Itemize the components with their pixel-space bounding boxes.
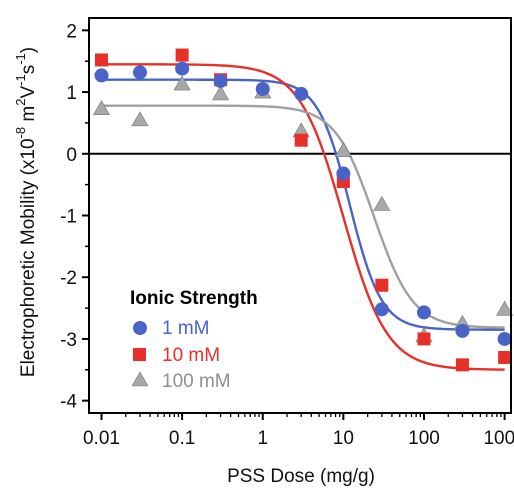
data-point-100mm bbox=[173, 75, 191, 91]
data-point-10mm bbox=[94, 53, 108, 67]
x-tick-label: 0.1 bbox=[169, 428, 195, 449]
legend: Ionic Strength 1 mM 10 mM 100 mM bbox=[130, 288, 258, 392]
data-point-100mm bbox=[131, 111, 149, 127]
y-tick-label: 1 bbox=[66, 83, 77, 104]
data-point-1mm bbox=[175, 61, 190, 76]
legend-label-1mm: 1 mM bbox=[162, 318, 210, 339]
ticks-layer: -4 -3 -2 -1 0 1 2 0.01 0.1 1 10 100 1000 bbox=[60, 21, 514, 449]
legend-marker-100mm bbox=[131, 371, 149, 387]
y-tick-label: -4 bbox=[60, 392, 77, 413]
data-point-100mm bbox=[212, 85, 230, 101]
data-point-1mm bbox=[374, 302, 389, 317]
x-tick-label: 10 bbox=[333, 428, 354, 449]
x-axis-title: PSS Dose (mg/g) bbox=[227, 466, 375, 487]
legend-title: Ionic Strength bbox=[130, 288, 258, 309]
data-point-1mm bbox=[213, 73, 228, 88]
data-point-1mm bbox=[294, 86, 309, 101]
data-point-10mm bbox=[417, 332, 431, 346]
data-point-1mm bbox=[94, 68, 109, 83]
data-point-10mm bbox=[498, 350, 512, 364]
y-tick-label: -3 bbox=[60, 330, 77, 351]
data-point-1mm bbox=[416, 305, 431, 320]
y-tick-label: -1 bbox=[60, 207, 77, 228]
fit-curve-10mm bbox=[101, 63, 505, 371]
x-tick-label: 0.01 bbox=[83, 428, 120, 449]
data-point-1mm bbox=[497, 331, 512, 346]
data-point-10mm bbox=[175, 48, 189, 62]
data-point-1mm bbox=[132, 65, 147, 80]
data-point-1mm bbox=[255, 81, 270, 96]
fit-curve-100mm bbox=[101, 104, 505, 329]
x-tick-label: 100 bbox=[408, 428, 440, 449]
y-tick-label: 2 bbox=[66, 21, 77, 42]
x-tick-label: 1000 bbox=[483, 428, 514, 449]
data-point-100mm bbox=[92, 100, 111, 116]
data-point-100mm bbox=[373, 195, 391, 211]
legend-marker-1mm bbox=[133, 321, 147, 335]
data-points-layer bbox=[92, 48, 514, 372]
x-tick-label: 1 bbox=[257, 428, 268, 449]
plot-frame bbox=[88, 17, 512, 414]
axes-layer bbox=[88, 17, 512, 414]
legend-marker-10mm bbox=[133, 348, 146, 361]
data-point-1mm bbox=[455, 323, 470, 338]
data-point-100mm bbox=[334, 142, 352, 157]
data-point-1mm bbox=[336, 166, 351, 181]
y-tick-label: 0 bbox=[66, 145, 77, 166]
legend-label-100mm: 100 mM bbox=[162, 371, 231, 392]
y-tick-label: -2 bbox=[60, 268, 77, 289]
y-axis-title: Electrophoretic Mobility (x10-8 m2V-1s-1… bbox=[13, 47, 39, 377]
data-point-10mm bbox=[375, 278, 389, 292]
data-point-100mm bbox=[496, 300, 514, 316]
legend-label-10mm: 10 mM bbox=[162, 345, 220, 366]
data-point-10mm bbox=[455, 358, 469, 372]
data-point-10mm bbox=[294, 133, 308, 147]
